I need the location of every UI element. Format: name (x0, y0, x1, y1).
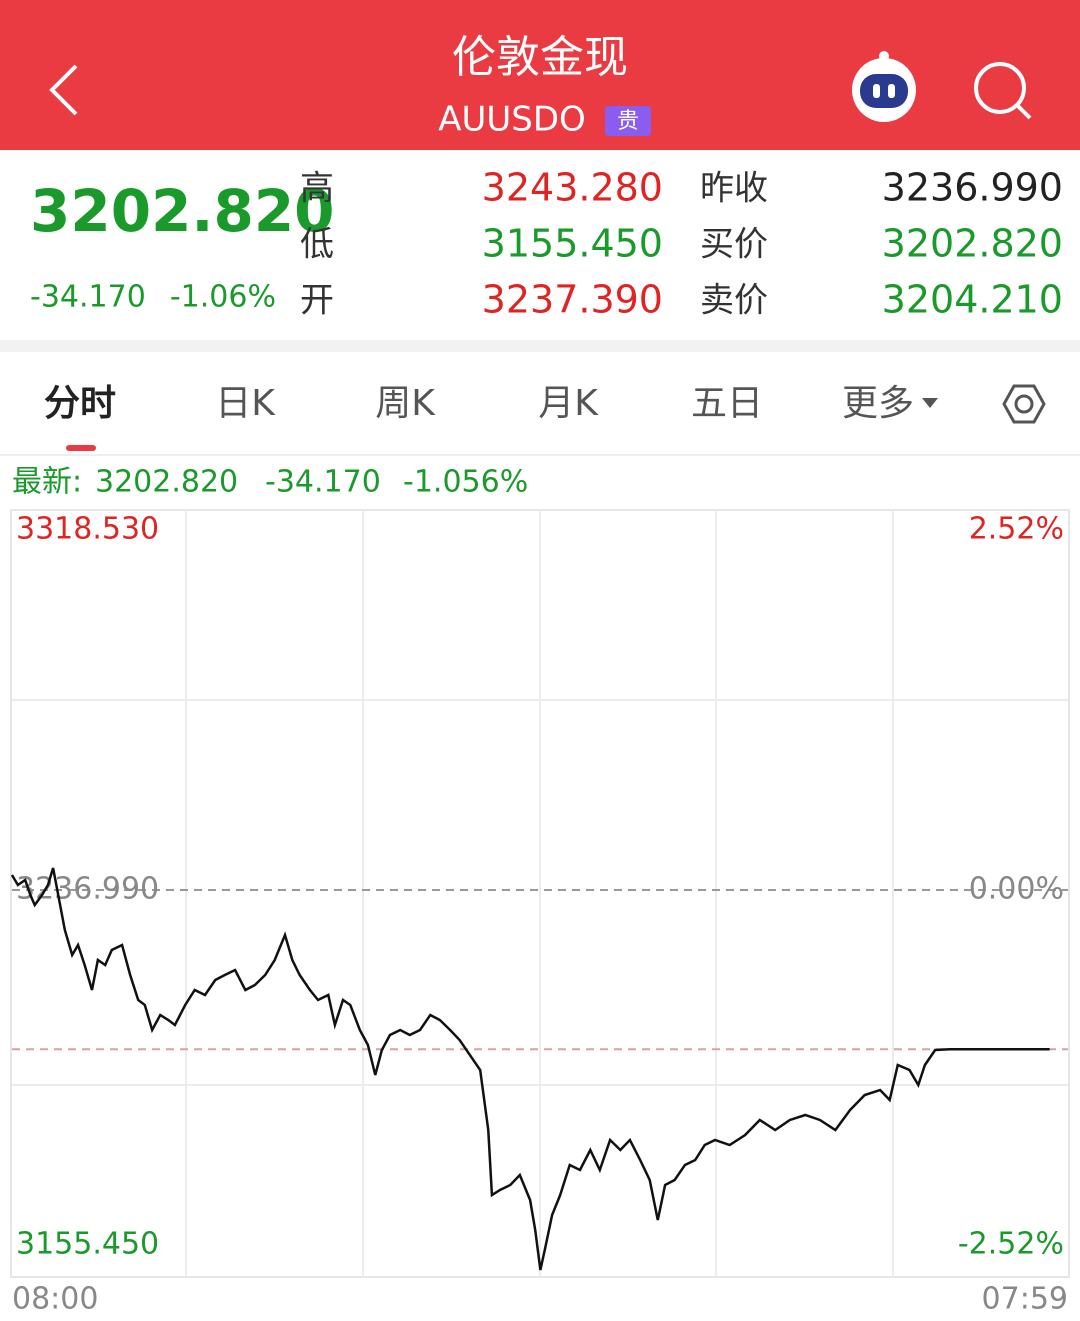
tab[interactable]: 五日 (691, 383, 763, 424)
search-icon[interactable] (974, 62, 1032, 120)
stat-value: 3243.280 (482, 166, 663, 210)
back-button[interactable] (49, 64, 78, 116)
tab[interactable]: 日K (215, 383, 276, 424)
y-tick-label: 3155.450 (16, 1227, 159, 1262)
price: 3202.820 (30, 177, 335, 245)
x-tick-label: 07:59 (982, 1282, 1068, 1317)
y-tick-label: 3318.530 (16, 512, 159, 547)
stat-label: 高 (300, 169, 334, 209)
badge: 贵 (617, 109, 639, 134)
stat-label: 低 (300, 225, 334, 265)
stat-value: 3204.210 (882, 278, 1063, 322)
tab[interactable]: 月K (538, 383, 599, 424)
latest-change: -34.170 (265, 465, 381, 500)
badge-bg (605, 106, 651, 136)
stat-value: 3155.450 (482, 222, 663, 266)
stat-label: 昨收 (700, 169, 768, 209)
separator (0, 340, 1080, 352)
latest-change-pct: -1.056% (403, 465, 528, 500)
y2-tick-label: 2.52% (969, 512, 1064, 547)
stat-label: 卖价 (700, 281, 768, 321)
price-line (10, 867, 1050, 1271)
settings-icon[interactable] (1002, 384, 1046, 424)
tab[interactable]: 更多 (842, 383, 914, 424)
stat-value: 3237.390 (482, 278, 663, 322)
stat-value: 3236.990 (882, 166, 1063, 210)
stat-label: 买价 (700, 225, 768, 265)
stat-value: 3202.820 (882, 222, 1063, 266)
robot-icon[interactable] (852, 51, 916, 122)
y2-tick-label: 0.00% (969, 872, 1064, 907)
change: -34.170 (30, 280, 146, 315)
stat-label: 开 (300, 281, 334, 321)
tab[interactable]: 周K (375, 383, 436, 424)
x-tick-label: 08:00 (12, 1282, 98, 1317)
latest-price: 3202.820 (95, 465, 238, 500)
change-pct: -1.06% (170, 280, 276, 315)
header-code: AUUSDO (438, 100, 586, 140)
y-tick-label: 3236.990 (16, 872, 159, 907)
y2-tick-label: -2.52% (958, 1227, 1064, 1262)
dropdown-arrow[interactable] (922, 398, 938, 408)
latest-label: 最新: (12, 465, 82, 500)
tab[interactable]: 分时 (44, 383, 116, 424)
header-title: 伦敦金现 (452, 32, 628, 83)
tab-indicator (66, 445, 96, 451)
